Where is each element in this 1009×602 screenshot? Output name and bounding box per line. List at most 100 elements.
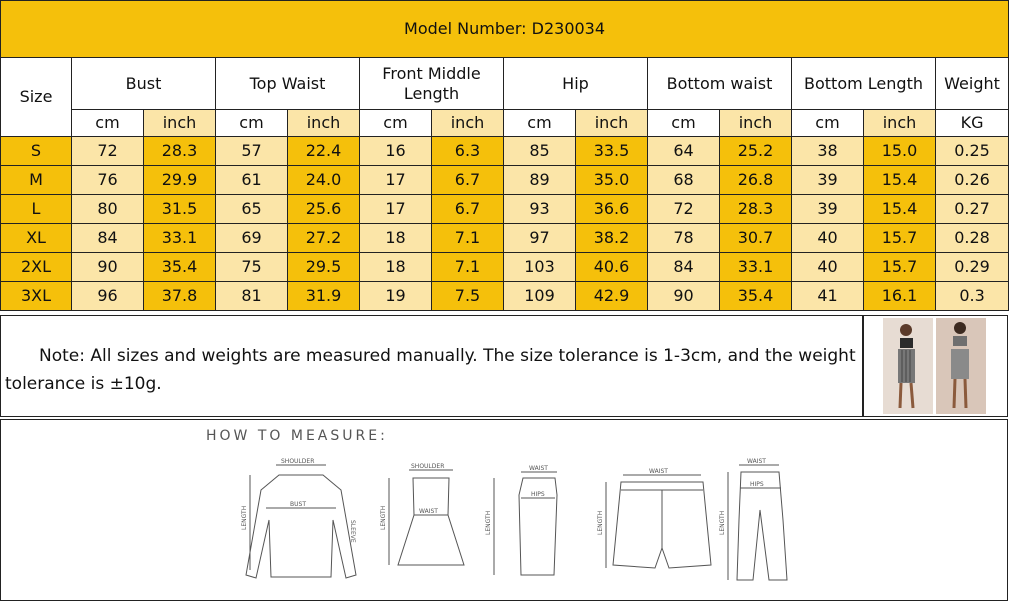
table-cell: 0.28 — [934, 223, 1009, 253]
table-cell: 0.27 — [934, 194, 1009, 224]
bust-header: Bust — [71, 57, 216, 110]
table-cell: 6.3 — [431, 136, 504, 166]
table-row: L 80 31.5 65 25.6 17 6.7 93 36.6 72 28.3 39 15.4 0.27 — [0, 194, 1009, 224]
table-cell: 69 — [215, 223, 288, 253]
length-label: LENGTH — [485, 511, 492, 535]
table-cell: 80 — [71, 194, 144, 224]
hips-label: HIPS — [750, 481, 764, 488]
size-cell: S — [0, 136, 72, 166]
table-cell: 61 — [215, 165, 288, 195]
table-cell: 7.5 — [431, 281, 504, 311]
table-cell: 29.9 — [143, 165, 216, 195]
table-cell: 25.6 — [287, 194, 360, 224]
table-cell: 96 — [71, 281, 144, 311]
table-cell: 35.4 — [143, 252, 216, 282]
table-cell: 40.6 — [575, 252, 648, 282]
bust-label: BUST — [290, 501, 306, 508]
table-cell: 36.6 — [575, 194, 648, 224]
front-middle-length-header: Front Middle Length — [359, 57, 504, 110]
table-cell: 93 — [503, 194, 576, 224]
table-cell: 28.3 — [143, 136, 216, 166]
table-row: XL 84 33.1 69 27.2 18 7.1 97 38.2 78 30.7 40 15.7 0.2… — [0, 223, 1009, 253]
table-cell: 0.3 — [934, 281, 1009, 311]
table-cell: 15.0 — [863, 136, 936, 166]
table-cell: 41 — [791, 281, 864, 311]
table-cell: 6.7 — [431, 165, 504, 195]
table-cell: 18 — [359, 252, 432, 282]
table-cell: 27.2 — [287, 223, 360, 253]
size-cell: XL — [0, 223, 72, 253]
table-cell: 19 — [359, 281, 432, 311]
table-cell: 28.3 — [719, 194, 792, 224]
table-cell: 15.7 — [863, 223, 936, 253]
unit-cell: inch — [575, 109, 648, 137]
table-cell: 17 — [359, 165, 432, 195]
measurement-diagrams: SHOULDER BUST LENGTH SLEEVE SHOULDER WAI… — [241, 458, 788, 581]
table-cell: 6.7 — [431, 194, 504, 224]
table-cell: 78 — [647, 223, 720, 253]
waist-label: WAIST — [747, 458, 766, 465]
unit-cell: inch — [287, 109, 360, 137]
table-cell: 29.5 — [287, 252, 360, 282]
unit-cell: cm — [791, 109, 864, 137]
table-cell: 0.26 — [934, 165, 1009, 195]
table-cell: 16 — [359, 136, 432, 166]
model-photo-image — [883, 318, 986, 414]
table-cell: 90 — [71, 252, 144, 282]
table-cell: 103 — [503, 252, 576, 282]
table-cell: 35.0 — [575, 165, 648, 195]
table-body: S 72 28.3 57 22.4 16 6.3 85 33.5 64 25.2 38 15.0 0.25… — [0, 136, 1009, 311]
table-cell: 40 — [791, 252, 864, 282]
table-cell: 72 — [71, 136, 144, 166]
unit-cell: inch — [143, 109, 216, 137]
pants-diagram: WAIST HIPS LENGTH — [719, 458, 788, 581]
table-cell: 30.7 — [719, 223, 792, 253]
table-cell: 7.1 — [431, 252, 504, 282]
unit-cell: cm — [359, 109, 432, 137]
how-to-measure-section: HOW TO MEASURE: SHOULDER BUST LENGTH SLE… — [0, 419, 1008, 601]
unit-cell: inch — [719, 109, 792, 137]
length-label: LENGTH — [241, 506, 248, 530]
length-label: LENGTH — [597, 511, 604, 535]
table-cell: 64 — [647, 136, 720, 166]
hips-label: HIPS — [531, 491, 545, 498]
size-cell: 2XL — [0, 252, 72, 282]
title-row: Model Number: D230034 — [0, 0, 1009, 58]
jacket-diagram: SHOULDER BUST LENGTH SLEEVE — [241, 458, 357, 579]
table-cell: 81 — [215, 281, 288, 311]
table-cell: 38.2 — [575, 223, 648, 253]
table-cell: 97 — [503, 223, 576, 253]
table-cell: 75 — [215, 252, 288, 282]
table-cell: 72 — [647, 194, 720, 224]
table-cell: 40 — [791, 223, 864, 253]
table-cell: 31.9 — [287, 281, 360, 311]
weight-header: Weight — [934, 57, 1009, 110]
length-label: LENGTH — [719, 511, 726, 535]
size-cell: L — [0, 194, 72, 224]
table-cell: 33.1 — [143, 223, 216, 253]
table-cell: 31.5 — [143, 194, 216, 224]
table-cell: 90 — [647, 281, 720, 311]
table-cell: 39 — [791, 194, 864, 224]
table-cell: 39 — [791, 165, 864, 195]
note-text: Note: All sizes and weights are measured… — [5, 346, 856, 394]
table-row: 3XL 96 37.8 81 31.9 19 7.5 109 42.9 90 35.4 41 16.1 0… — [0, 281, 1009, 311]
shoulder-label: SHOULDER — [411, 463, 444, 470]
size-cell: M — [0, 165, 72, 195]
unit-cell: cm — [71, 109, 144, 137]
model-photo — [863, 315, 1008, 417]
table-cell: 26.8 — [719, 165, 792, 195]
dress-diagram: SHOULDER WAIST LENGTH — [380, 463, 465, 566]
table-cell: 0.29 — [934, 252, 1009, 282]
table-cell: 15.7 — [863, 252, 936, 282]
table-cell: 89 — [503, 165, 576, 195]
size-cell: 3XL — [0, 281, 72, 311]
table-cell: 42.9 — [575, 281, 648, 311]
how-to-measure-title: HOW TO MEASURE: — [206, 428, 388, 444]
table-cell: 16.1 — [863, 281, 936, 311]
note-box: Note: All sizes and weights are measured… — [0, 315, 863, 417]
skirt-diagram: WAIST HIPS LENGTH — [485, 465, 558, 576]
sleeve-label: SLEEVE — [349, 520, 356, 543]
table-row: M 76 29.9 61 24.0 17 6.7 89 35.0 68 26.8 39 15.4 0.26 — [0, 165, 1009, 195]
